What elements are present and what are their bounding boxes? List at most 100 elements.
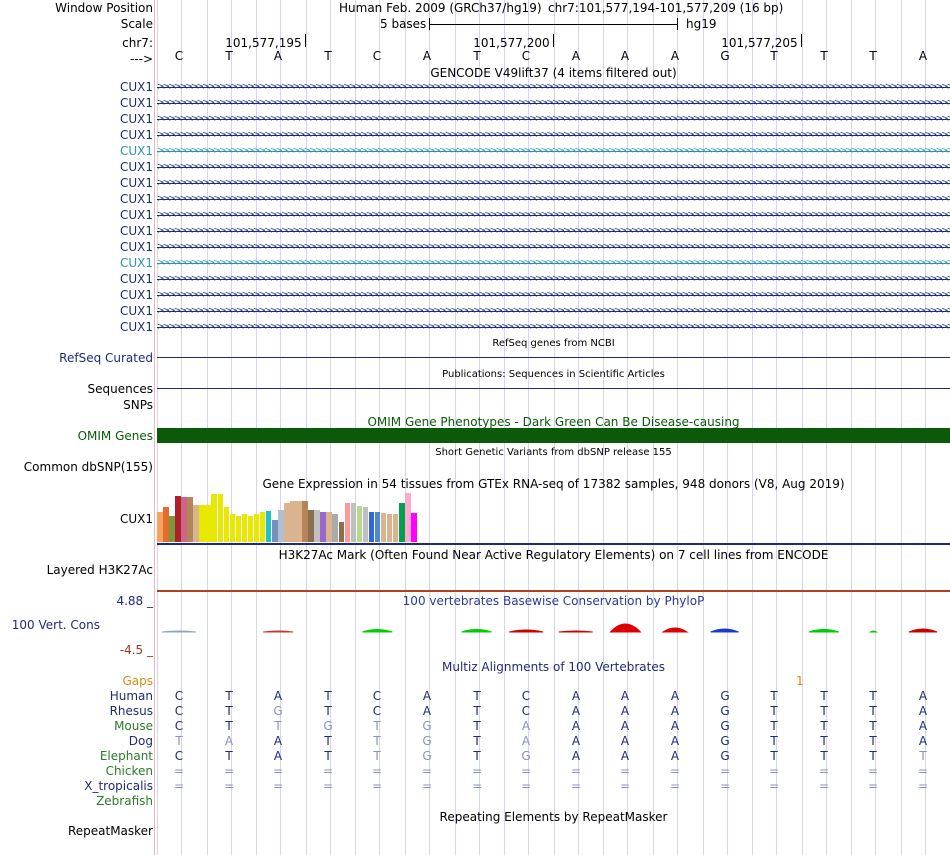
gtex-tissue-bar[interactable]: [296, 501, 302, 542]
gtex-tissue-bar[interactable]: [235, 516, 242, 542]
gtex-tissue-bar[interactable]: [157, 512, 163, 542]
gencode-transcript-label[interactable]: CUX1: [119, 304, 153, 318]
gtex-tissue-bar[interactable]: [344, 503, 350, 542]
multiz-species-label[interactable]: Dog: [128, 734, 153, 748]
gencode-transcript-label[interactable]: CUX1: [119, 192, 153, 206]
gtex-tissue-bar[interactable]: [356, 506, 363, 542]
gencode-transcript[interactable]: >>>>>>>>>>>>>>>>>>>>>>>>>>>>>>>>>>>>>>>>…: [157, 98, 950, 108]
gtex-tissue-bar[interactable]: [229, 514, 236, 542]
gtex-tissue-bar[interactable]: [302, 501, 308, 542]
gtex-tissue-bar[interactable]: [405, 493, 411, 542]
gap-value: 1: [796, 674, 804, 688]
multiz-species-label[interactable]: Zebrafish: [96, 794, 153, 808]
gencode-transcript[interactable]: >>>>>>>>>>>>>>>>>>>>>>>>>>>>>>>>>>>>>>>>…: [157, 258, 950, 268]
gtex-tissue-bar[interactable]: [223, 507, 229, 542]
gtex-tissue-bar[interactable]: [338, 522, 344, 542]
gtex-tissue-bar[interactable]: [253, 514, 260, 542]
publications-label[interactable]: Sequences: [87, 382, 153, 396]
gencode-transcript[interactable]: >>>>>>>>>>>>>>>>>>>>>>>>>>>>>>>>>>>>>>>>…: [157, 82, 950, 92]
gencode-transcript-label[interactable]: CUX1: [119, 208, 153, 222]
gtex-tissue-bar[interactable]: [241, 514, 248, 542]
gtex-tissue-bar[interactable]: [169, 516, 175, 542]
gencode-transcript-label[interactable]: CUX1: [119, 144, 153, 158]
gencode-transcript[interactable]: >>>>>>>>>>>>>>>>>>>>>>>>>>>>>>>>>>>>>>>>…: [157, 210, 950, 220]
gencode-transcript-label[interactable]: CUX1: [119, 288, 153, 302]
phylop-graph[interactable]: [157, 612, 950, 652]
gencode-transcript[interactable]: >>>>>>>>>>>>>>>>>>>>>>>>>>>>>>>>>>>>>>>>…: [157, 242, 950, 252]
gencode-transcript-label[interactable]: CUX1: [119, 128, 153, 142]
gencode-transcript-label[interactable]: CUX1: [119, 272, 153, 286]
multiz-species-label[interactable]: Rhesus: [109, 704, 153, 718]
gtex-label[interactable]: CUX1: [119, 512, 153, 526]
gtex-tissue-bar[interactable]: [247, 516, 254, 542]
gencode-transcript-label[interactable]: CUX1: [119, 80, 153, 94]
multiz-species-label[interactable]: X_tropicalis: [84, 779, 153, 793]
multiz-species-label[interactable]: Chicken: [105, 764, 153, 778]
gtex-tissue-bar[interactable]: [272, 520, 278, 542]
gencode-transcript-label[interactable]: CUX1: [119, 112, 153, 126]
gencode-transcript-label[interactable]: CUX1: [119, 96, 153, 110]
gtex-tissue-bar[interactable]: [205, 505, 211, 542]
dbsnp-label[interactable]: Common dbSNP(155): [23, 460, 153, 474]
h3k27ac-label[interactable]: Layered H3K27Ac: [46, 563, 153, 577]
gtex-tissue-bar[interactable]: [386, 514, 393, 542]
gencode-transcript[interactable]: >>>>>>>>>>>>>>>>>>>>>>>>>>>>>>>>>>>>>>>>…: [157, 226, 950, 236]
gtex-barchart[interactable]: [157, 491, 557, 542]
gencode-transcript-label[interactable]: CUX1: [119, 320, 153, 334]
omim-label[interactable]: OMIM Genes: [77, 429, 153, 443]
gtex-tissue-bar[interactable]: [362, 507, 369, 542]
gtex-tissue-bar[interactable]: [284, 503, 290, 542]
gtex-tissue-bar[interactable]: [314, 510, 320, 542]
gtex-tissue-bar[interactable]: [350, 503, 357, 542]
multiz-base: T: [869, 704, 877, 718]
refseq-label[interactable]: RefSeq Curated: [59, 351, 153, 365]
gtex-tissue-bar[interactable]: [332, 514, 338, 542]
gencode-transcript-label[interactable]: CUX1: [119, 224, 153, 238]
gtex-tissue-bar[interactable]: [320, 512, 326, 542]
gtex-tissue-bar[interactable]: [187, 497, 193, 542]
repeatmasker-label[interactable]: RepeatMasker: [67, 824, 153, 838]
gtex-tissue-bar[interactable]: [199, 505, 205, 542]
omim-feature[interactable]: [157, 428, 950, 443]
gencode-transcript[interactable]: >>>>>>>>>>>>>>>>>>>>>>>>>>>>>>>>>>>>>>>>…: [157, 306, 950, 316]
gtex-tissue-bar[interactable]: [308, 510, 314, 542]
gtex-tissue-bar[interactable]: [175, 496, 181, 542]
gencode-transcript[interactable]: >>>>>>>>>>>>>>>>>>>>>>>>>>>>>>>>>>>>>>>>…: [157, 290, 950, 300]
h3k27ac-signal[interactable]: [157, 590, 950, 592]
gtex-tissue-bar[interactable]: [411, 513, 417, 542]
gtex-tissue-bar[interactable]: [290, 501, 296, 542]
gtex-tissue-bar[interactable]: [265, 511, 272, 542]
gencode-transcript[interactable]: >>>>>>>>>>>>>>>>>>>>>>>>>>>>>>>>>>>>>>>>…: [157, 146, 950, 156]
gencode-transcript-label[interactable]: CUX1: [119, 240, 153, 254]
gencode-transcript-label[interactable]: CUX1: [119, 160, 153, 174]
gencode-transcript[interactable]: >>>>>>>>>>>>>>>>>>>>>>>>>>>>>>>>>>>>>>>>…: [157, 178, 950, 188]
snps-label[interactable]: SNPs: [123, 398, 153, 412]
multiz-species-label[interactable]: Elephant: [99, 749, 153, 763]
gtex-tissue-bar[interactable]: [259, 512, 266, 542]
gtex-tissue-bar[interactable]: [193, 505, 199, 542]
phylop-label[interactable]: 100 Vert. Cons: [11, 618, 100, 632]
gencode-transcript[interactable]: >>>>>>>>>>>>>>>>>>>>>>>>>>>>>>>>>>>>>>>>…: [157, 130, 950, 140]
gtex-tissue-bar[interactable]: [368, 512, 375, 542]
gencode-transcript[interactable]: >>>>>>>>>>>>>>>>>>>>>>>>>>>>>>>>>>>>>>>>…: [157, 322, 950, 332]
gtex-tissue-bar[interactable]: [217, 494, 223, 542]
multiz-species-label[interactable]: Human: [109, 689, 153, 703]
gencode-transcript-label[interactable]: CUX1: [119, 256, 153, 270]
gencode-transcript[interactable]: >>>>>>>>>>>>>>>>>>>>>>>>>>>>>>>>>>>>>>>>…: [157, 274, 950, 284]
gtex-tissue-bar[interactable]: [380, 513, 387, 542]
gencode-transcript[interactable]: >>>>>>>>>>>>>>>>>>>>>>>>>>>>>>>>>>>>>>>>…: [157, 114, 950, 124]
gtex-tissue-bar[interactable]: [211, 494, 217, 542]
refseq-feature[interactable]: [157, 357, 950, 358]
gencode-transcript-label[interactable]: CUX1: [119, 176, 153, 190]
publications-feature[interactable]: [157, 388, 950, 389]
gencode-transcript[interactable]: >>>>>>>>>>>>>>>>>>>>>>>>>>>>>>>>>>>>>>>>…: [157, 162, 950, 172]
gtex-tissue-bar[interactable]: [374, 512, 381, 542]
gtex-tissue-bar[interactable]: [181, 497, 187, 542]
gtex-tissue-bar[interactable]: [278, 510, 284, 542]
gencode-transcript[interactable]: >>>>>>>>>>>>>>>>>>>>>>>>>>>>>>>>>>>>>>>>…: [157, 194, 950, 204]
gtex-tissue-bar[interactable]: [163, 507, 169, 542]
gtex-tissue-bar[interactable]: [392, 514, 399, 542]
multiz-species-label[interactable]: Mouse: [114, 719, 153, 733]
gtex-tissue-bar[interactable]: [399, 503, 405, 542]
gtex-tissue-bar[interactable]: [326, 512, 332, 542]
